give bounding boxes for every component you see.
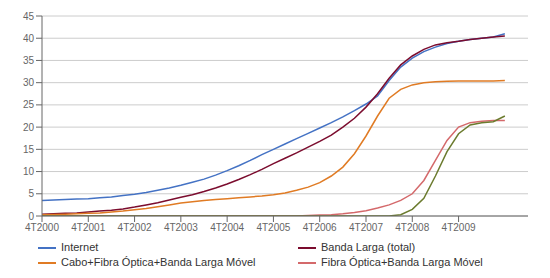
svg-text:20: 20 — [23, 122, 35, 133]
svg-text:4T2002: 4T2002 — [118, 222, 152, 233]
svg-text:4T2008: 4T2008 — [395, 222, 429, 233]
html-text:Cabo+Fibra Óptica+Banda Larga: Cabo+Fibra Óptica+Banda Larga Móvel — [61, 256, 256, 268]
svg-text:4T2003: 4T2003 — [164, 222, 198, 233]
html-text:Fibra Óptica+Banda Larga Móvel: Fibra Óptica+Banda Larga Móvel — [321, 256, 483, 268]
svg-text:5: 5 — [28, 188, 34, 199]
svg-text:25: 25 — [23, 99, 35, 110]
svg-text:4T2006: 4T2006 — [303, 222, 337, 233]
svg-text:40: 40 — [23, 33, 35, 44]
svg-text:45: 45 — [23, 11, 35, 22]
svg-text:10: 10 — [23, 166, 35, 177]
svg-text:30: 30 — [23, 77, 35, 88]
svg-text:0: 0 — [28, 211, 34, 222]
svg-text:4T2004: 4T2004 — [210, 222, 244, 233]
svg-text:4T2005: 4T2005 — [256, 222, 290, 233]
html-text:Internet: Internet — [61, 241, 99, 253]
svg-text:4T2000: 4T2000 — [25, 222, 59, 233]
html-text:Banda Larga (total): Banda Larga (total) — [321, 241, 416, 253]
svg-text:4T2007: 4T2007 — [349, 222, 383, 233]
svg-text:15: 15 — [23, 144, 35, 155]
svg-text:4T2009: 4T2009 — [442, 222, 476, 233]
svg-text:4T2001: 4T2001 — [71, 222, 105, 233]
svg-text:35: 35 — [23, 55, 35, 66]
